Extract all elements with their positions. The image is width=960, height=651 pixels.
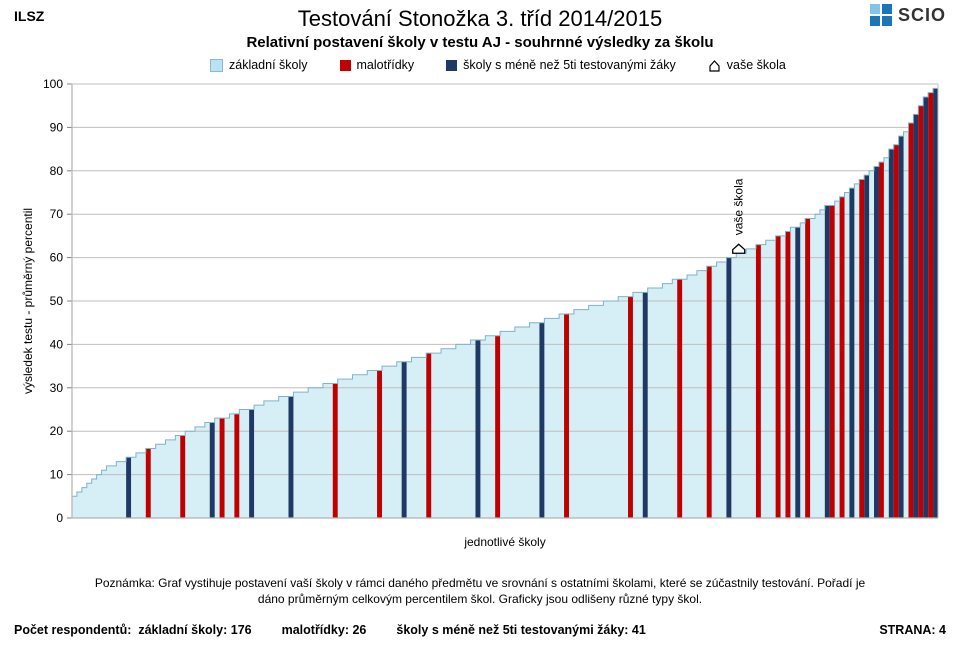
page-subtitle: Relativní postavení školy v testu AJ - s… — [0, 34, 960, 51]
house-icon — [708, 59, 721, 72]
legend-label-your: vaše škola — [727, 58, 786, 72]
footer-item2-label: malotřídky: — [282, 623, 349, 637]
svg-text:40: 40 — [50, 337, 64, 351]
svg-text:30: 30 — [50, 381, 64, 395]
legend-label-mal: malotřídky — [357, 58, 415, 72]
svg-text:60: 60 — [50, 251, 64, 265]
svg-text:100: 100 — [43, 78, 63, 91]
footer-item3-label: školy s méně než 5ti testovanými žáky: — [396, 623, 628, 637]
legend-swatch-zs — [210, 59, 223, 72]
footer-item1-label: základní školy: — [138, 623, 227, 637]
legend-swatch-lt5 — [446, 60, 457, 71]
svg-text:10: 10 — [50, 468, 64, 482]
footer-page-num: 4 — [939, 623, 946, 637]
svg-text:90: 90 — [50, 120, 64, 134]
svg-text:vaše škola: vaše škola — [732, 178, 746, 235]
chart-legend: základní školy malotřídky školy s méně n… — [210, 58, 786, 72]
footer-bar: Počet respondentů: základní školy: 176 m… — [14, 623, 946, 637]
footer-page-label: STRANA: — [879, 623, 935, 637]
legend-label-lt5: školy s méně než 5ti testovanými žáky — [463, 58, 676, 72]
chart-note: Poznámka: Graf vystihuje postavení vaší … — [80, 575, 880, 607]
svg-text:50: 50 — [50, 294, 64, 308]
legend-item-lt5: školy s méně než 5ti testovanými žáky — [446, 58, 676, 72]
legend-swatch-mal — [340, 60, 351, 71]
svg-text:jednotlivé školy: jednotlivé školy — [463, 535, 545, 549]
footer-item3-val: 41 — [632, 623, 646, 637]
footer-item1-val: 176 — [231, 623, 252, 637]
legend-item-your: vaše škola — [708, 58, 786, 72]
svg-text:80: 80 — [50, 164, 64, 178]
footer-item2-val: 26 — [352, 623, 366, 637]
legend-label-zs: základní školy — [229, 58, 308, 72]
page-title: Testování Stonožka 3. tříd 2014/2015 — [0, 6, 960, 32]
legend-item-mal: malotřídky — [340, 58, 415, 72]
footer-lead: Počet respondentů: — [14, 623, 131, 637]
legend-item-zs: základní školy — [210, 58, 308, 72]
svg-text:70: 70 — [50, 207, 64, 221]
svg-text:20: 20 — [50, 424, 64, 438]
relative-position-chart: 0 10 20 30 40 50 60 70 80 90 100 výsledek testu - p… — [14, 78, 946, 556]
svg-text:výsledek testu - průměrný perc: výsledek testu - průměrný percentil — [21, 208, 35, 394]
svg-text:0: 0 — [56, 511, 63, 525]
